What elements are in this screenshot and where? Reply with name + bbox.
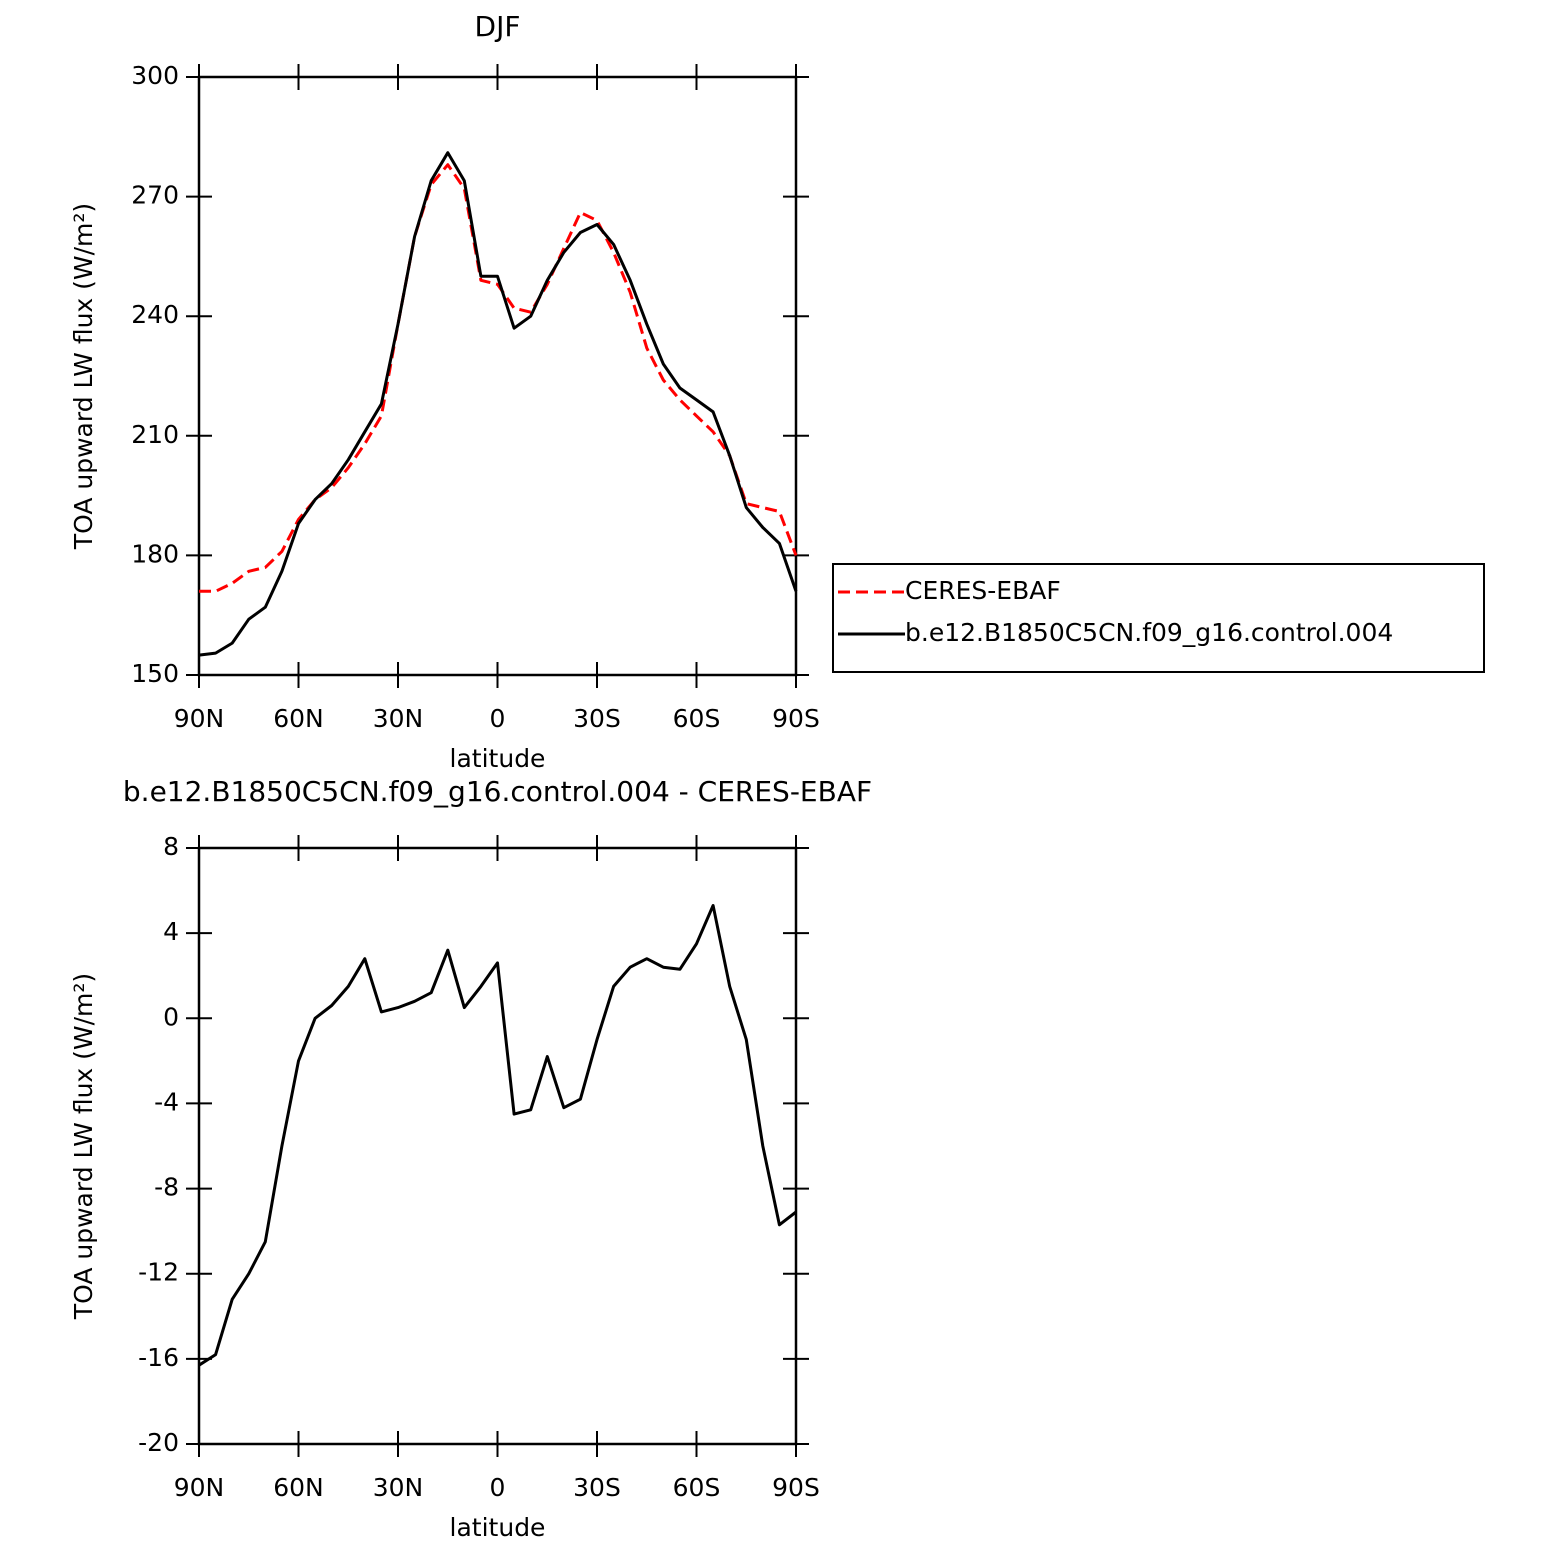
y-tick-label: 180 bbox=[131, 539, 179, 568]
x-tick-label: 60S bbox=[673, 1473, 721, 1502]
y-tick-label: -12 bbox=[138, 1258, 179, 1287]
x-tick-label: 60S bbox=[673, 704, 721, 733]
y-tick-label: -16 bbox=[138, 1343, 179, 1372]
x-tick-label: 90N bbox=[174, 704, 225, 733]
y-tick-label: 0 bbox=[163, 1002, 179, 1031]
legend-box bbox=[832, 563, 1485, 673]
y-tick-label: 8 bbox=[163, 832, 179, 861]
x-tick-label: 90S bbox=[772, 704, 820, 733]
y-tick-label: 150 bbox=[131, 659, 179, 688]
legend-label: CERES-EBAF bbox=[905, 576, 1061, 605]
x-tick-label: 30S bbox=[573, 704, 621, 733]
x-tick-label: 30N bbox=[373, 1473, 424, 1502]
y-tick-label: -8 bbox=[154, 1173, 179, 1202]
x-tick-label: 30S bbox=[573, 1473, 621, 1502]
x-axis-label: latitude bbox=[450, 1513, 546, 1542]
x-tick-label: 30N bbox=[373, 704, 424, 733]
data-line bbox=[199, 163, 798, 593]
chart-title: b.e12.B1850C5CN.f09_g16.control.004 - CE… bbox=[123, 775, 872, 808]
x-tick-label: 60N bbox=[273, 704, 324, 733]
plot-frame bbox=[197, 75, 798, 677]
y-tick-label: 240 bbox=[131, 300, 179, 329]
data-line bbox=[198, 151, 798, 657]
x-tick-label: 90S bbox=[772, 1473, 820, 1502]
y-tick-label: 210 bbox=[131, 420, 179, 449]
y-tick-label: 270 bbox=[131, 181, 179, 210]
y-axis-label: TOA upward LW flux (W/m²) bbox=[69, 973, 98, 1320]
x-axis-label: latitude bbox=[450, 744, 546, 773]
chart-title: DJF bbox=[475, 10, 521, 43]
plot-frame bbox=[197, 846, 798, 1446]
legend-label: b.e12.B1850C5CN.f09_g16.control.004 bbox=[905, 618, 1393, 647]
y-tick-label: 4 bbox=[163, 917, 179, 946]
x-tick-label: 60N bbox=[273, 1473, 324, 1502]
y-axis-label: TOA upward LW flux (W/m²) bbox=[69, 203, 98, 550]
y-tick-label: -4 bbox=[154, 1087, 179, 1116]
y-tick-label: -20 bbox=[138, 1428, 179, 1457]
x-tick-label: 0 bbox=[490, 704, 506, 733]
data-line bbox=[198, 904, 797, 1367]
x-tick-label: 90N bbox=[174, 1473, 225, 1502]
x-tick-label: 0 bbox=[490, 1473, 506, 1502]
y-tick-label: 300 bbox=[131, 61, 179, 90]
